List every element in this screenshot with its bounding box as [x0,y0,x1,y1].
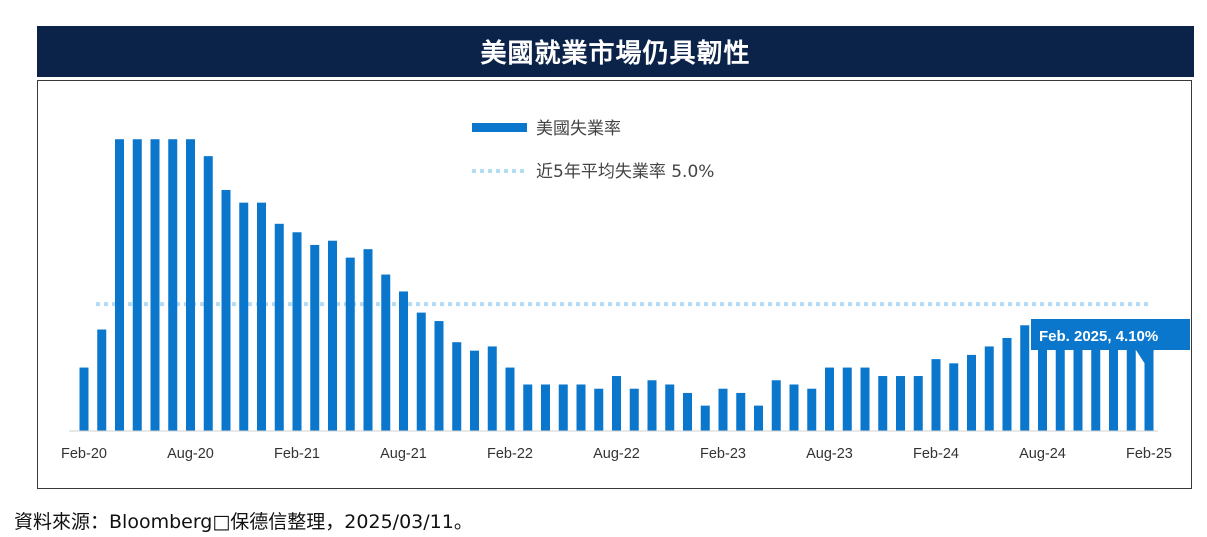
bar-2021-10 [434,321,444,431]
bar-2022-12 [683,392,692,431]
latest-value-callout: Feb. 2025, 4.10% [1031,319,1190,364]
bar-2023-11 [878,376,888,431]
x-tick-label: Feb-21 [274,446,320,462]
x-tick-label: Aug-20 [167,446,214,462]
x-tick-label: Aug-22 [593,446,640,462]
bar-2022-09 [629,388,639,431]
chart-frame: Feb-20 Aug-20 Feb-21 Aug-21 Feb-22 Aug-22 Feb-… [37,80,1192,489]
x-tick-label: Aug-24 [1019,446,1066,462]
bar-2022-05 [558,384,568,431]
source-note: 資料來源：Bloomberg□保德信整理，2025/03/11。 [14,511,473,533]
bar-2021-05 [345,257,355,431]
bar-2020-10 [221,189,231,431]
bar-2021-12 [470,350,479,431]
bar-2024-09 [1055,342,1065,431]
legend-bar-label: 美國失業率 [536,119,621,139]
bar-2024-06 [1002,337,1012,431]
x-tick-label: Aug-23 [806,446,853,462]
bars-layer [79,139,1154,432]
bar-2023-01 [700,405,710,431]
bar-2024-02 [931,359,941,431]
bar-2024-03 [949,363,959,431]
bar-2020-03 [97,329,107,431]
callout-pointer [1136,350,1154,364]
bar-2022-02 [505,367,515,431]
bar-2021-09 [416,312,426,431]
callout-label: Feb. 2025, 4.10% [1039,328,1158,345]
bar-2023-05 [771,380,781,431]
chart-title: 美國就業市場仍具韌性 [37,26,1194,77]
x-tick-label: Aug-21 [380,446,427,462]
bar-2025-01 [1126,346,1136,431]
bar-2022-01 [487,346,497,431]
bar-2021-03 [310,244,320,431]
bar-2022-11 [665,384,675,431]
bar-2023-03 [736,392,746,431]
bar-2021-02 [292,232,302,431]
bar-2021-07 [381,274,391,431]
bar-2024-08 [1038,333,1047,431]
bar-2020-04 [115,139,124,432]
legend-line-label: 近5年平均失業率 5.0% [536,162,714,182]
x-tick-label: Feb-22 [487,446,533,462]
bar-2021-08 [399,291,408,431]
legend-bar-swatch [472,123,527,132]
bar-2022-08 [612,376,621,431]
bar-2023-10 [860,367,870,431]
bar-2023-07 [807,388,817,431]
bar-2020-09 [203,156,213,431]
bar-2020-05 [132,139,142,432]
bar-2024-11 [1091,337,1101,431]
bar-2024-01 [913,376,923,431]
callout-box [1031,319,1190,350]
bar-2025-02 [1144,342,1154,431]
bar-2020-02 [79,367,89,431]
bar-2023-02 [718,388,728,431]
bar-2023-06 [789,384,799,431]
bar-2020-07 [168,139,178,432]
bar-2024-07 [1020,325,1030,431]
bar-2023-12 [896,376,905,431]
bar-2022-07 [594,388,604,431]
bar-2023-08 [825,367,834,431]
bar-2022-03 [523,384,533,431]
bar-2021-04 [328,240,337,431]
bar-2020-06 [150,139,160,432]
x-tick-label: Feb-20 [61,446,107,462]
x-tick-label: Feb-24 [913,446,959,462]
bar-2024-12 [1109,342,1118,431]
bar-2021-11 [452,342,462,431]
bar-2022-04 [541,384,550,431]
bar-2024-04 [967,354,976,431]
bar-2020-11 [239,202,249,431]
bar-2022-10 [647,380,657,431]
bar-2020-08 [186,139,195,432]
bar-2020-12 [257,202,266,431]
bar-2022-06 [576,384,586,431]
x-tick-label: Feb-25 [1126,446,1172,462]
bar-2024-10 [1073,342,1083,431]
bar-2024-05 [984,346,994,431]
unemployment-chart: Feb-20 Aug-20 Feb-21 Aug-21 Feb-22 Aug-22 Feb-… [61,119,1190,462]
bar-2021-01 [274,223,284,431]
x-tick-labels: Feb-20 Aug-20 Feb-21 Aug-21 Feb-22 Aug-22 Feb-… [61,446,1172,462]
bar-2021-06 [363,249,373,431]
bar-2023-04 [754,405,763,431]
bar-2023-09 [842,367,852,431]
x-tick-label: Feb-23 [700,446,746,462]
